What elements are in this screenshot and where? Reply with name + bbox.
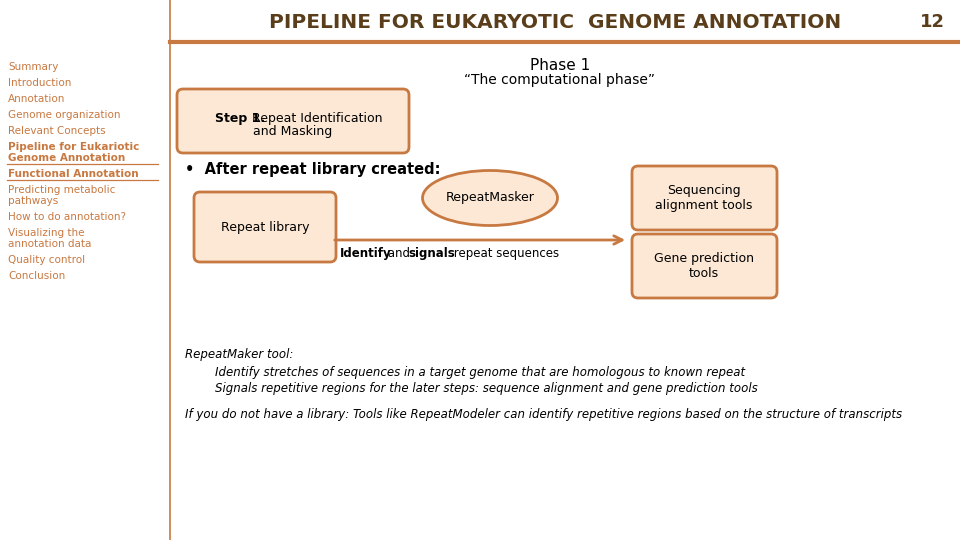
Text: Pipeline for Eukariotic: Pipeline for Eukariotic bbox=[8, 142, 139, 152]
Text: Phase 1: Phase 1 bbox=[530, 58, 590, 73]
Text: PIPELINE FOR EUKARYOTIC  GENOME ANNOTATION: PIPELINE FOR EUKARYOTIC GENOME ANNOTATIO… bbox=[269, 12, 841, 31]
Text: Step 1.: Step 1. bbox=[215, 112, 265, 125]
Text: Repeat Identification: Repeat Identification bbox=[248, 112, 382, 125]
Text: Annotation: Annotation bbox=[8, 94, 65, 104]
FancyBboxPatch shape bbox=[177, 89, 409, 153]
FancyBboxPatch shape bbox=[194, 192, 336, 262]
Text: signals: signals bbox=[408, 247, 455, 260]
Text: repeat sequences: repeat sequences bbox=[450, 247, 559, 260]
Text: Functional Annotation: Functional Annotation bbox=[8, 169, 138, 179]
Text: pathways: pathways bbox=[8, 196, 59, 206]
Text: annotation data: annotation data bbox=[8, 239, 91, 249]
Text: How to do annotation?: How to do annotation? bbox=[8, 212, 126, 222]
Text: If you do not have a library: Tools like RepeatModeler can identify repetitive r: If you do not have a library: Tools like… bbox=[185, 408, 902, 421]
Text: Sequencing
alignment tools: Sequencing alignment tools bbox=[656, 184, 753, 212]
Text: and: and bbox=[384, 247, 414, 260]
Text: Conclusion: Conclusion bbox=[8, 271, 65, 281]
Text: 12: 12 bbox=[920, 13, 945, 31]
Text: Visualizing the: Visualizing the bbox=[8, 228, 84, 238]
Text: Genome Annotation: Genome Annotation bbox=[8, 153, 125, 163]
Text: and Masking: and Masking bbox=[253, 125, 332, 138]
Text: Repeat library: Repeat library bbox=[221, 220, 309, 233]
Ellipse shape bbox=[422, 171, 558, 226]
Text: “The computational phase”: “The computational phase” bbox=[465, 73, 656, 87]
Text: RepeatMasker: RepeatMasker bbox=[445, 192, 535, 205]
Text: Genome organization: Genome organization bbox=[8, 110, 121, 120]
Text: Predicting metabolic: Predicting metabolic bbox=[8, 185, 115, 195]
Text: Summary: Summary bbox=[8, 62, 59, 72]
FancyBboxPatch shape bbox=[632, 234, 777, 298]
FancyBboxPatch shape bbox=[632, 166, 777, 230]
Text: Relevant Concepts: Relevant Concepts bbox=[8, 126, 106, 136]
Text: Signals repetitive regions for the later steps: sequence alignment and gene pred: Signals repetitive regions for the later… bbox=[215, 382, 757, 395]
Text: Identify: Identify bbox=[340, 247, 392, 260]
Text: •  After repeat library created:: • After repeat library created: bbox=[185, 162, 441, 177]
Text: Introduction: Introduction bbox=[8, 78, 71, 88]
Text: Gene prediction
tools: Gene prediction tools bbox=[654, 252, 754, 280]
Text: Quality control: Quality control bbox=[8, 255, 85, 265]
Text: RepeatMaker tool:: RepeatMaker tool: bbox=[185, 348, 294, 361]
Text: Identify stretches of sequences in a target genome that are homologous to known : Identify stretches of sequences in a tar… bbox=[215, 366, 745, 379]
